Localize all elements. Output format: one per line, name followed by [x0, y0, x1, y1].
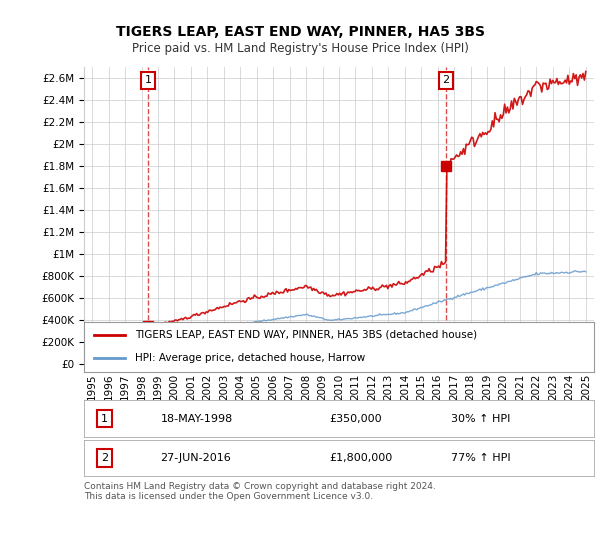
Text: 27-JUN-2016: 27-JUN-2016: [161, 453, 231, 463]
Text: £350,000: £350,000: [329, 414, 382, 423]
Text: 18-MAY-1998: 18-MAY-1998: [161, 414, 233, 423]
Text: TIGERS LEAP, EAST END WAY, PINNER, HA5 3BS: TIGERS LEAP, EAST END WAY, PINNER, HA5 3…: [115, 25, 485, 39]
Text: £1,800,000: £1,800,000: [329, 453, 392, 463]
Text: 2: 2: [442, 76, 449, 85]
Text: TIGERS LEAP, EAST END WAY, PINNER, HA5 3BS (detached house): TIGERS LEAP, EAST END WAY, PINNER, HA5 3…: [135, 330, 477, 339]
Text: 77% ↑ HPI: 77% ↑ HPI: [451, 453, 511, 463]
Text: 30% ↑ HPI: 30% ↑ HPI: [451, 414, 511, 423]
Text: 1: 1: [145, 76, 151, 85]
Text: Price paid vs. HM Land Registry's House Price Index (HPI): Price paid vs. HM Land Registry's House …: [131, 42, 469, 55]
Text: HPI: Average price, detached house, Harrow: HPI: Average price, detached house, Harr…: [135, 353, 365, 363]
Text: 2: 2: [101, 453, 108, 463]
Text: 1: 1: [101, 414, 108, 423]
Text: Contains HM Land Registry data © Crown copyright and database right 2024.
This d: Contains HM Land Registry data © Crown c…: [84, 482, 436, 501]
